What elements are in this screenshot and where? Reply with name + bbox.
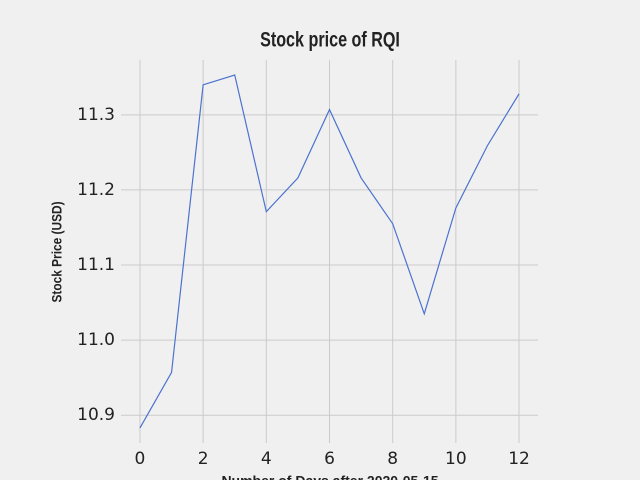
y-tick-label: 11.1 (77, 255, 115, 275)
data-line (139, 74, 520, 429)
y-axis-label: Stock Price (USD) (49, 201, 65, 302)
x-tick-label: 6 (324, 449, 335, 469)
y-tick-label: 10.9 (77, 405, 115, 425)
x-tick-label: 8 (387, 449, 398, 469)
x-tick-label: 0 (135, 449, 146, 469)
x-tick-label: 2 (198, 449, 209, 469)
y-tick-label: 11.2 (77, 180, 115, 200)
y-tick-label: 11.0 (77, 330, 115, 350)
x-tick-label: 4 (261, 449, 272, 469)
x-axis-label: Number of Days after 2020-05-15 (221, 473, 438, 480)
chart-title: Stock price of RQI (260, 28, 400, 51)
y-tick-label: 11.3 (77, 105, 115, 125)
x-tick-label: 12 (508, 449, 530, 469)
x-tick-label: 10 (445, 449, 467, 469)
